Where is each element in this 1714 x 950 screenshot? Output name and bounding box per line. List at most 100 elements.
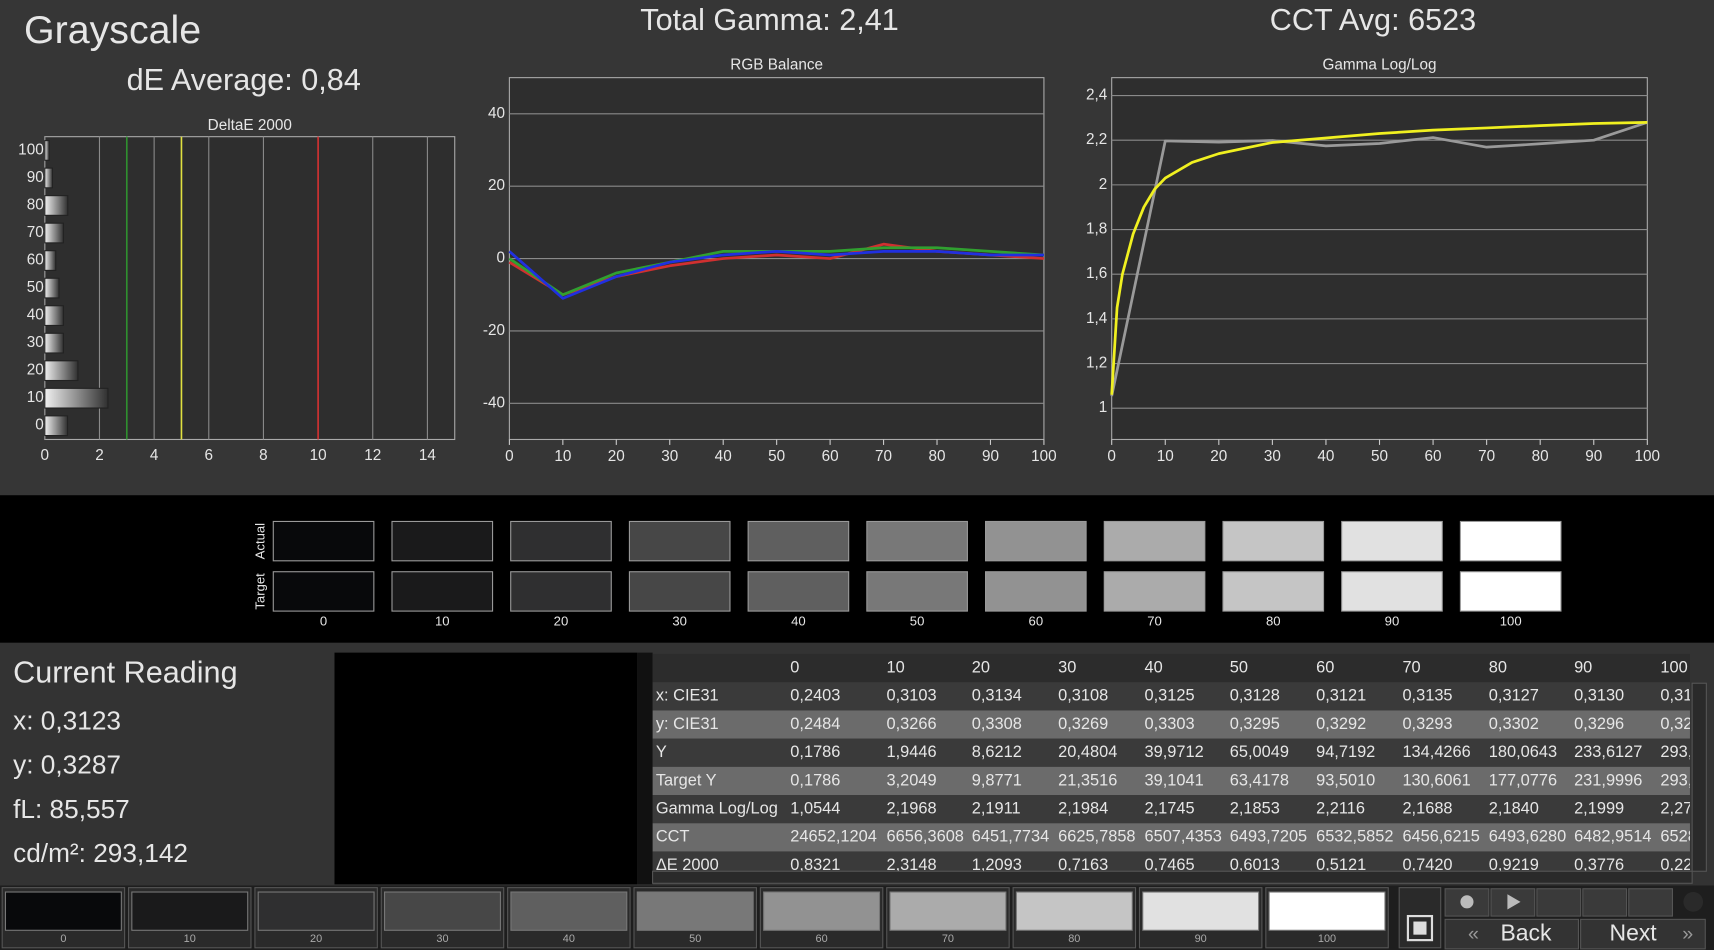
actual-swatch — [1341, 520, 1443, 562]
bar — [44, 222, 64, 244]
record-icon — [1460, 895, 1474, 909]
swatch-label: 60 — [1029, 613, 1044, 628]
y-tick-label: 0 — [497, 250, 506, 267]
table-row-bg — [652, 682, 1690, 711]
x-tick-label: 90 — [982, 448, 999, 465]
target-swatch — [272, 571, 375, 612]
footer-swatch[interactable] — [636, 891, 754, 931]
footer-swatch[interactable] — [1268, 891, 1386, 931]
actual-swatch — [1459, 520, 1562, 562]
y-tick-label: 80 — [27, 197, 44, 214]
table-cell: 0,3296 — [1574, 715, 1624, 733]
footer-swatch[interactable] — [4, 891, 122, 931]
data-table: 0 10 20 30 40 50 60 70 80 90 100 x: CIE31 0,2403 0,31… — [652, 653, 1696, 874]
footer-swatch[interactable] — [1142, 891, 1260, 931]
x-tick-label: 60 — [1425, 448, 1442, 465]
x-tick-label: 70 — [875, 448, 892, 465]
table-cell: 6656,3608 — [887, 828, 964, 846]
swatch-grid: 0 10 20 30 40 50 60 70 80 90 100 — [272, 520, 1562, 628]
table-cell: 0,3303 — [1144, 715, 1194, 733]
y-tick-label: 2,2 — [1086, 131, 1107, 148]
target-swatch — [1222, 571, 1325, 612]
plot-area — [44, 136, 456, 441]
x-tick-label: 70 — [1478, 448, 1495, 465]
table-gutter — [637, 652, 653, 885]
table-cell: 6456,6215 — [1402, 828, 1479, 846]
x-tick-label: 100 — [1635, 448, 1661, 465]
table-cell: 2,1688 — [1402, 799, 1452, 817]
de-average: dE Average: 0,84 — [127, 63, 361, 97]
next-icon: » — [1682, 923, 1693, 945]
target-swatch — [866, 571, 968, 612]
footer-swatch-label: 50 — [689, 933, 701, 945]
actual-swatch — [272, 520, 375, 562]
table-cell: 3,2049 — [887, 771, 937, 789]
x-tick-label: 30 — [661, 448, 678, 465]
next-button[interactable] — [1580, 918, 1706, 950]
row-label: x: CIE31 — [656, 687, 719, 705]
bar — [44, 277, 60, 299]
y-tick-label: 60 — [27, 252, 44, 269]
column-header: 40 — [1144, 658, 1162, 676]
footer-swatch-label: 70 — [942, 933, 954, 945]
table-cell: 39,1041 — [1144, 771, 1203, 789]
chart-title: RGB Balance — [730, 57, 823, 74]
footer-swatch[interactable] — [1015, 891, 1133, 931]
table-cell: 0,31 — [1660, 687, 1692, 705]
footer-swatch[interactable] — [384, 891, 501, 931]
table-cell: 6528 — [1660, 828, 1696, 846]
footer-swatches: 0 10 20 30 40 50 60 70 80 90 100 — [1, 887, 1389, 949]
back-icon: « — [1468, 923, 1479, 945]
footer-swatch-label: 90 — [1195, 933, 1207, 945]
table-cell: 6493,7205 — [1230, 828, 1307, 846]
table-cell: 1,0544 — [790, 799, 840, 817]
table-cell: 2,1911 — [972, 799, 1021, 817]
next-label[interactable]: Next — [1610, 920, 1658, 946]
footer-swatch[interactable] — [257, 891, 375, 931]
footer-swatch[interactable] — [510, 891, 628, 931]
table-row-bg — [652, 738, 1690, 767]
horizontal-scrollbar[interactable] — [652, 870, 1693, 884]
table-row-bg — [652, 823, 1690, 852]
table-row-bg — [652, 851, 1690, 872]
loop-button[interactable] — [1582, 888, 1628, 917]
back-button[interactable] — [1444, 918, 1580, 950]
actual-swatch — [985, 520, 1087, 562]
back-label[interactable]: Back — [1500, 920, 1552, 946]
column-header: 80 — [1489, 658, 1507, 676]
table-row-bg — [652, 766, 1690, 796]
table-cell: 134,4266 — [1402, 743, 1470, 761]
footer-swatch[interactable] — [889, 891, 1007, 931]
table-cell: 0,1786 — [790, 771, 840, 789]
table-cell: 39,9712 — [1144, 743, 1203, 761]
table-header-bg — [652, 653, 1690, 683]
target-swatch — [628, 571, 731, 612]
x-tick-label: 100 — [1031, 448, 1057, 465]
target-swatch — [1459, 571, 1562, 612]
y-tick-label: 20 — [27, 362, 44, 379]
step-button[interactable] — [1536, 888, 1582, 917]
table-cell: 0,7465 — [1144, 856, 1194, 874]
table-cell: 6625,7858 — [1058, 828, 1135, 846]
actual-label: Actual — [253, 523, 268, 560]
table-cell: 233,6127 — [1574, 743, 1642, 761]
footer-swatch[interactable] — [131, 891, 249, 931]
column-header: 30 — [1058, 658, 1076, 676]
refresh-button[interactable] — [1628, 888, 1674, 917]
y-tick-label: -40 — [483, 394, 505, 411]
stop-icon[interactable] — [1406, 914, 1434, 942]
stop-icon-inner — [1413, 921, 1427, 935]
table-cell: 0,1786 — [790, 743, 840, 761]
vertical-scrollbar[interactable] — [1691, 682, 1707, 872]
swatch-label: 90 — [1385, 613, 1400, 628]
table-cell: 0,3308 — [972, 715, 1022, 733]
column-header: 50 — [1230, 658, 1248, 676]
table-cell: 0,3125 — [1144, 687, 1194, 705]
chart-title: DeltaE 2000 — [208, 117, 292, 134]
footer-swatch[interactable] — [763, 891, 881, 931]
table-cell: 6507,4353 — [1144, 828, 1221, 846]
actual-swatch — [1103, 520, 1206, 562]
series-line — [1110, 120, 1648, 395]
table-cell: 2,1853 — [1230, 799, 1280, 817]
x-tick-label: 40 — [715, 448, 732, 465]
